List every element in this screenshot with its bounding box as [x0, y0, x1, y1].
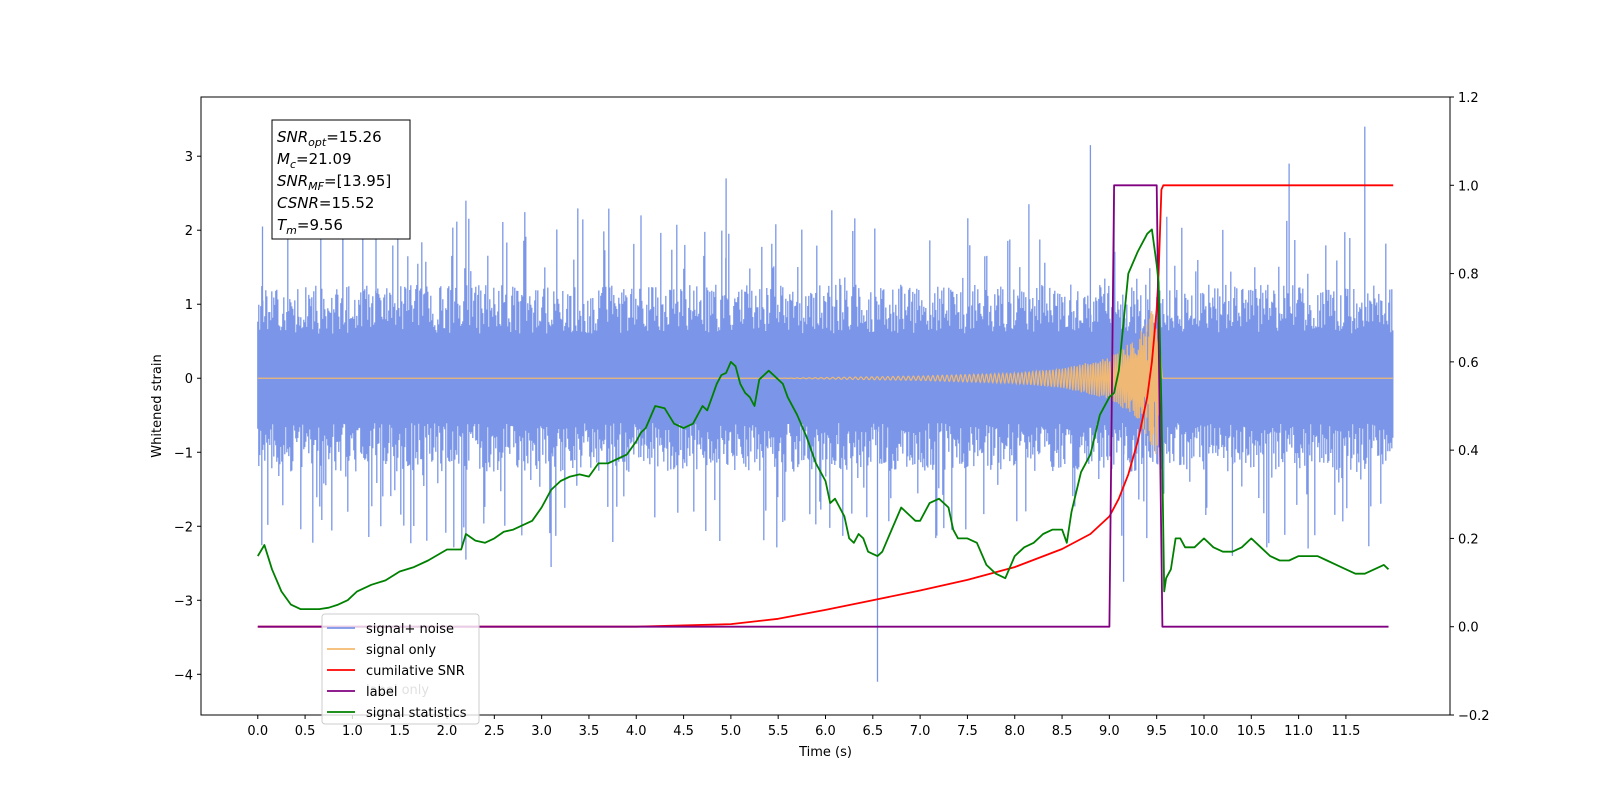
annotation-line: SNRopt=15.26 — [277, 128, 382, 149]
legend-label: signal only — [366, 643, 436, 658]
y2-tick-label: 0.0 — [1458, 621, 1479, 636]
y-tick-label: −3 — [174, 594, 193, 609]
series-cumilative-snr — [257, 184, 1394, 628]
x-tick-label: 10.0 — [1190, 724, 1219, 739]
x-tick-label: 5.0 — [721, 724, 742, 739]
y-tick-label: 1 — [185, 298, 193, 313]
x-tick-label: 8.0 — [1004, 724, 1025, 739]
x-tick-label: 6.0 — [815, 724, 836, 739]
y-axis-label: Whitened strain — [150, 354, 165, 457]
x-tick-label: 4.5 — [673, 724, 694, 739]
x-tick-label: 11.5 — [1331, 724, 1360, 739]
x-tick-label: 1.0 — [342, 724, 363, 739]
series-label — [257, 184, 1389, 628]
x-tick-label: 3.0 — [531, 724, 552, 739]
x-tick-label: 2.5 — [484, 724, 505, 739]
y-tick-label: −1 — [174, 446, 193, 461]
x-tick-label: 2.0 — [437, 724, 458, 739]
series-signal-noise — [257, 126, 1394, 682]
y2-tick-label: 1.0 — [1458, 179, 1479, 194]
x-tick-label: 4.0 — [626, 724, 647, 739]
y2-tick-label: 0.6 — [1458, 356, 1479, 371]
x-tick-label: 3.5 — [579, 724, 600, 739]
x-tick-label: 9.5 — [1146, 724, 1167, 739]
annotation-line: Mc=21.09 — [277, 150, 352, 171]
x-axis: 0.0 0.5 1.0 1.5 2.0 2.5 3.0 3.5 4.0 4.5 5.0 5.5 6.0 6… — [247, 715, 1360, 739]
x-tick-label: 1.5 — [389, 724, 410, 739]
x-tick-label: 7.0 — [910, 724, 931, 739]
annotation-box: SNRopt=15.26Mc=21.09SNRMF=[13.95]CSNR=15… — [271, 119, 411, 240]
series-layer — [257, 126, 1394, 682]
y2-tick-label: −0.2 — [1458, 709, 1490, 724]
legend-hidden-text: label only — [366, 683, 429, 698]
legend-label: label — [366, 685, 397, 700]
x-tick-label: 9.0 — [1099, 724, 1120, 739]
y2-tick-label: 0.4 — [1458, 444, 1479, 459]
legend-label: signal+ noise — [366, 622, 454, 637]
x-tick-label: 11.0 — [1284, 724, 1313, 739]
y-tick-label: 3 — [185, 150, 193, 165]
annotation-line: Tm=9.56 — [277, 216, 343, 237]
y2-tick-label: 0.8 — [1458, 268, 1479, 283]
x-tick-label: 8.5 — [1052, 724, 1073, 739]
x-tick-label: 0.5 — [295, 724, 316, 739]
x-axis-label: Time (s) — [798, 745, 852, 760]
legend-label: cumilative SNR — [366, 664, 465, 679]
series-signal-statistics — [257, 228, 1390, 610]
y-tick-label: 2 — [185, 224, 193, 239]
y-axis-right: −0.2 0.0 0.2 0.4 0.6 0.8 1.0 1.2 — [1450, 91, 1490, 724]
y-tick-label: −2 — [174, 520, 193, 535]
x-tick-label: 0.0 — [247, 724, 268, 739]
annotation-line: CSNR=15.52 — [277, 194, 374, 212]
legend: label only signal+ noise signal only cumil… — [321, 613, 480, 725]
y2-tick-label: 0.2 — [1458, 532, 1479, 547]
y-tick-label: 0 — [185, 372, 193, 387]
x-tick-label: 6.5 — [862, 724, 883, 739]
annotation-line: SNRMF=[13.95] — [277, 172, 391, 193]
y2-tick-label: 1.2 — [1458, 91, 1479, 106]
x-tick-label: 7.5 — [957, 724, 978, 739]
x-tick-label: 5.5 — [768, 724, 789, 739]
series-signal-only — [257, 310, 1393, 455]
y-tick-label: −4 — [174, 668, 193, 683]
x-tick-label: 10.5 — [1237, 724, 1266, 739]
legend-label: signal statistics — [366, 706, 467, 721]
y-axis-left: −4 −3 −2 −1 0 1 2 3 — [174, 150, 201, 683]
